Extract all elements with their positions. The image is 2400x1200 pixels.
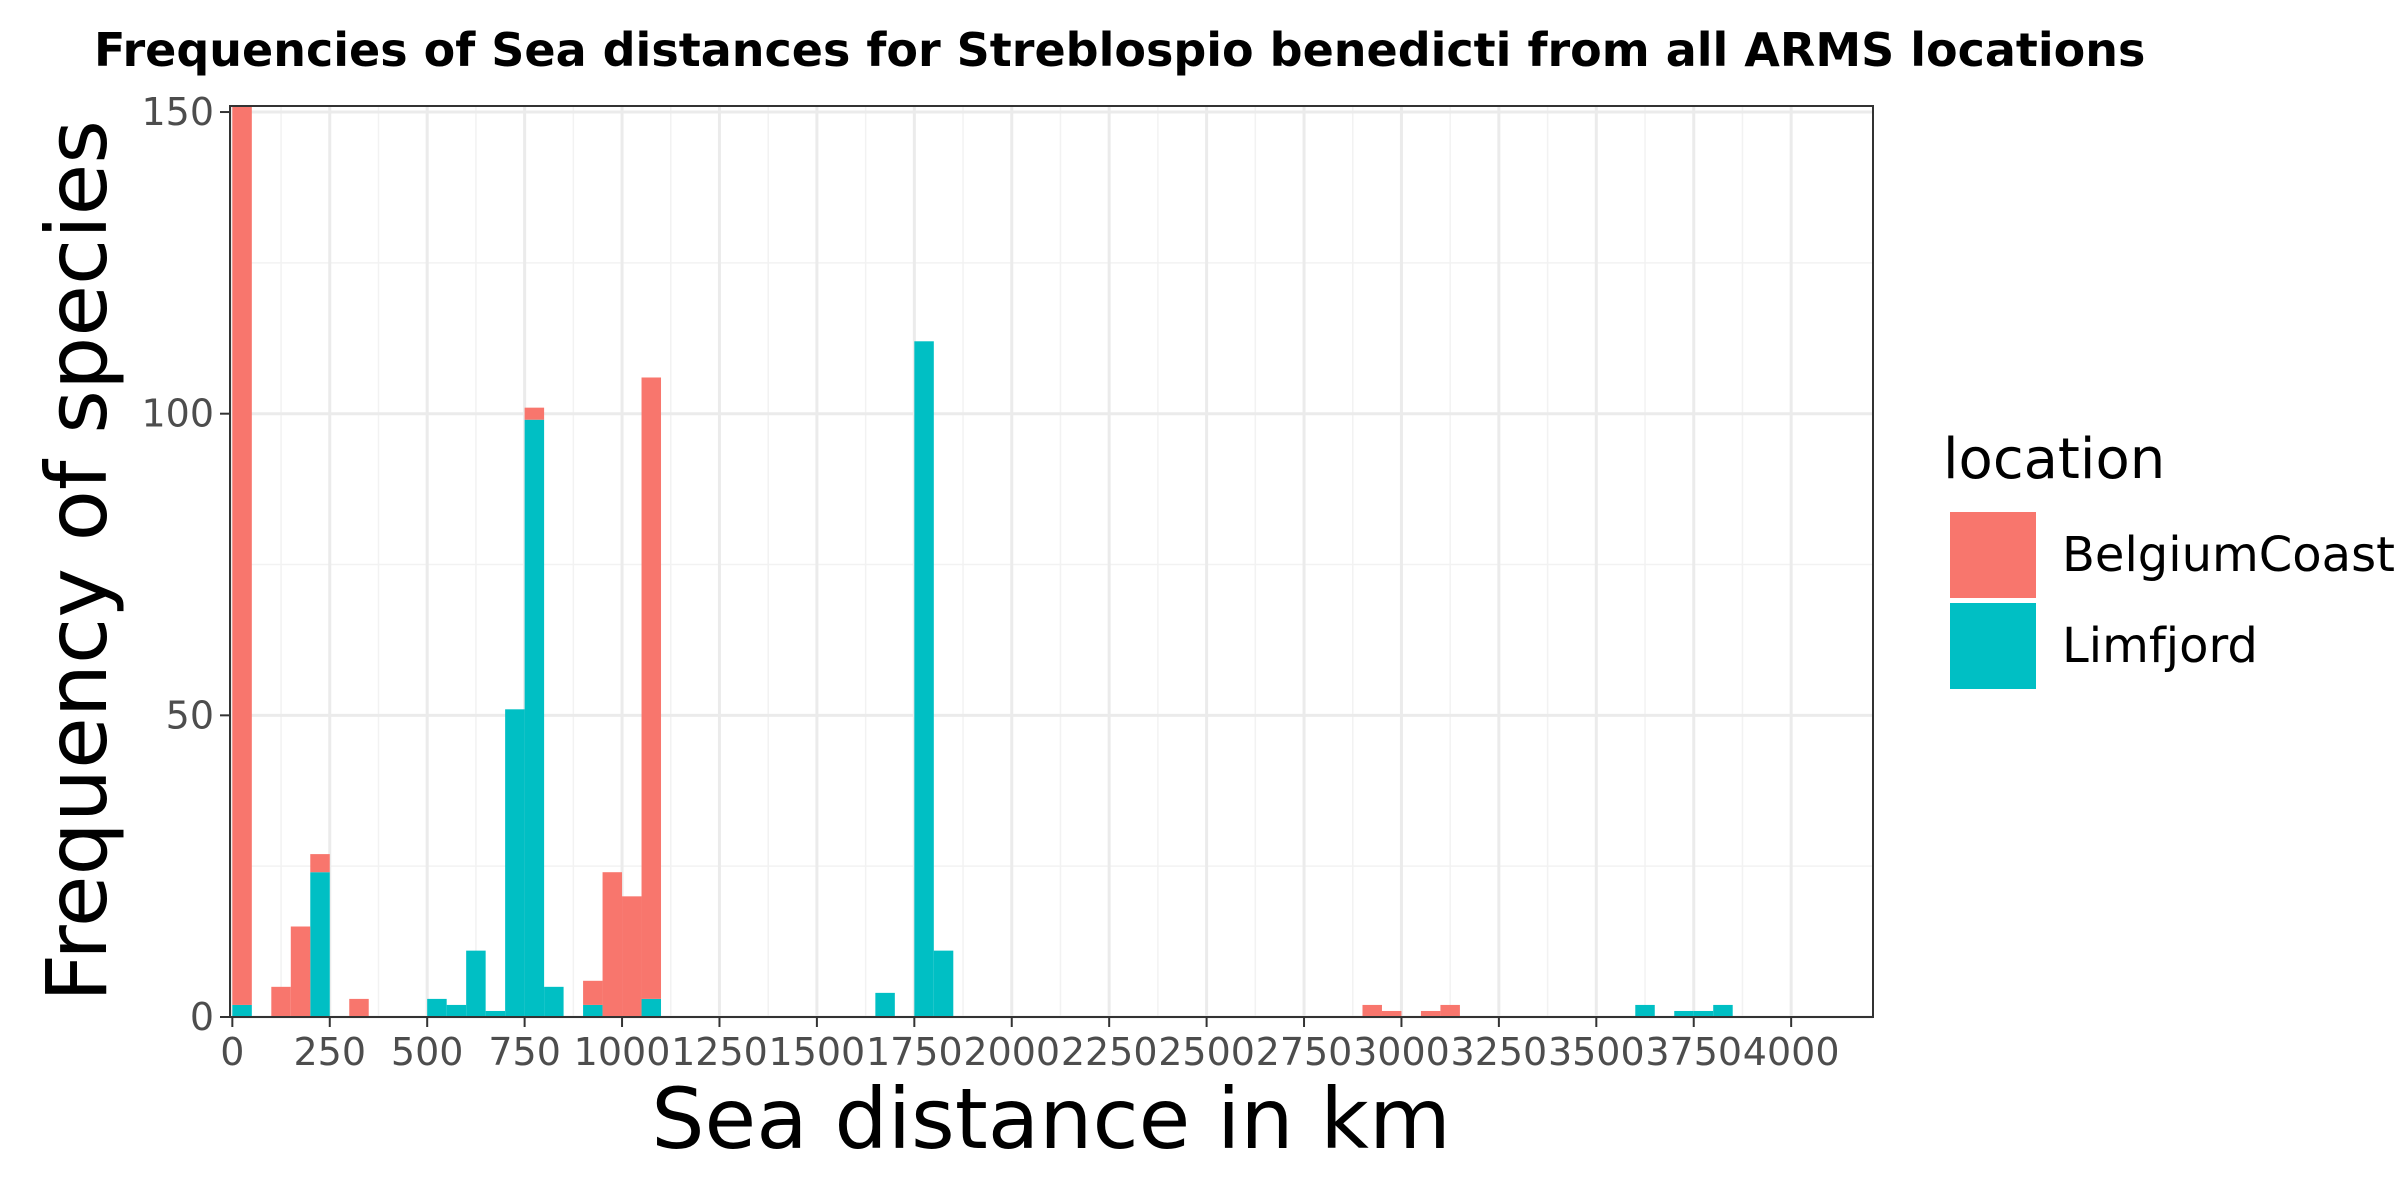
bar-limfjord (1713, 1004, 1733, 1017)
plot-panel (230, 106, 1873, 1017)
bar-limfjord (524, 419, 545, 1017)
x-tick-label: 3500 (1548, 1030, 1645, 1074)
legend-title: location (1943, 427, 2165, 492)
y-tick-label: 50 (166, 693, 214, 737)
bar-limfjord (446, 1004, 467, 1017)
bars (232, 106, 1733, 1017)
y-axis-label: Frequency of species (28, 120, 126, 1002)
x-axis-ticks: 0 250 500 750 1000 1250 1500 1750 2000 2250 2500 27… (220, 1017, 1840, 1074)
x-tick-label: 3750 (1645, 1030, 1742, 1074)
bar-limfjord (875, 992, 895, 1017)
x-tick-label: 0 (220, 1030, 244, 1074)
bar-belgiumcoast (524, 407, 545, 420)
bar-belgiumcoast (1362, 1004, 1382, 1017)
legend: location BelgiumCoast Limfjord (1943, 427, 2395, 689)
bar-belgiumcoast (1381, 1010, 1402, 1017)
bar-belgiumcoast (290, 926, 311, 1017)
y-tick-label: 100 (141, 392, 214, 436)
x-tick-label: 4000 (1743, 1030, 1840, 1074)
bar-limfjord (427, 998, 447, 1017)
x-tick-label: 250 (293, 1030, 366, 1074)
x-axis-label: Sea distance in km (651, 1070, 1451, 1168)
bar-limfjord (485, 1010, 506, 1017)
x-tick-label: 1250 (671, 1030, 768, 1074)
x-tick-label: 1750 (866, 1030, 963, 1074)
bar-limfjord (1693, 1010, 1714, 1017)
bar-limfjord (310, 872, 330, 1017)
bar-belgiumcoast (602, 872, 623, 1017)
bar-belgiumcoast (583, 980, 603, 1005)
bar-belgiumcoast (232, 106, 252, 1005)
legend-swatch-limfjord (1950, 603, 2036, 689)
bar-limfjord (1674, 1010, 1694, 1017)
x-tick-label: 1500 (769, 1030, 866, 1074)
legend-swatch-belgiumcoast (1950, 512, 2036, 598)
bar-belgiumcoast (622, 896, 642, 1017)
bar-limfjord (505, 709, 525, 1017)
y-tick-label: 150 (141, 90, 214, 134)
bar-belgiumcoast (271, 986, 291, 1017)
bar-limfjord (232, 1004, 252, 1017)
bar-belgiumcoast (310, 854, 330, 873)
bar-belgiumcoast (349, 998, 369, 1017)
bar-limfjord (544, 986, 564, 1017)
chart-title: Frequencies of Sea distances for Streblo… (94, 23, 2145, 77)
plot-border (229, 105, 1874, 1018)
x-tick-label: 2250 (1061, 1030, 1158, 1074)
x-tick-label: 750 (488, 1030, 561, 1074)
bar-limfjord (914, 341, 934, 1017)
bar-belgiumcoast (641, 377, 662, 999)
x-tick-label: 1000 (574, 1030, 671, 1074)
bar-limfjord (1635, 1004, 1655, 1017)
bar-limfjord (466, 950, 486, 1017)
bar-limfjord (641, 998, 662, 1017)
legend-label-belgiumcoast: BelgiumCoast (2062, 527, 2395, 583)
x-tick-label: 2500 (1158, 1030, 1255, 1074)
x-tick-label: 2750 (1256, 1030, 1353, 1074)
bar-belgiumcoast (1440, 1004, 1460, 1017)
bar-belgiumcoast (1420, 1010, 1441, 1017)
x-tick-label: 3000 (1353, 1030, 1450, 1074)
y-tick-label: 0 (190, 995, 214, 1039)
y-axis-ticks: 0 50 100 150 (141, 90, 230, 1039)
x-tick-label: 3250 (1451, 1030, 1548, 1074)
bar-limfjord (583, 1004, 603, 1017)
x-tick-label: 500 (391, 1030, 464, 1074)
bar-limfjord (933, 950, 954, 1017)
x-tick-label: 2000 (963, 1030, 1060, 1074)
legend-label-limfjord: Limfjord (2062, 618, 2258, 674)
